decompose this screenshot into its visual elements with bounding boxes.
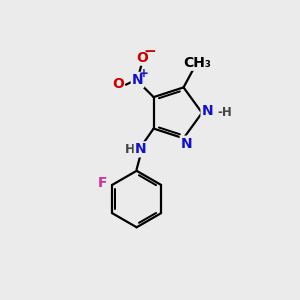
Text: +: + xyxy=(139,68,149,80)
Text: H: H xyxy=(125,143,136,156)
Text: -H: -H xyxy=(218,106,232,119)
Text: F: F xyxy=(98,176,107,190)
Text: O: O xyxy=(137,51,148,64)
Text: O: O xyxy=(112,77,124,91)
Text: −: − xyxy=(144,44,156,59)
Text: N: N xyxy=(135,142,146,156)
Text: CH₃: CH₃ xyxy=(184,56,212,70)
Text: N: N xyxy=(132,73,143,87)
Text: N: N xyxy=(202,104,213,118)
Text: N: N xyxy=(181,136,192,151)
